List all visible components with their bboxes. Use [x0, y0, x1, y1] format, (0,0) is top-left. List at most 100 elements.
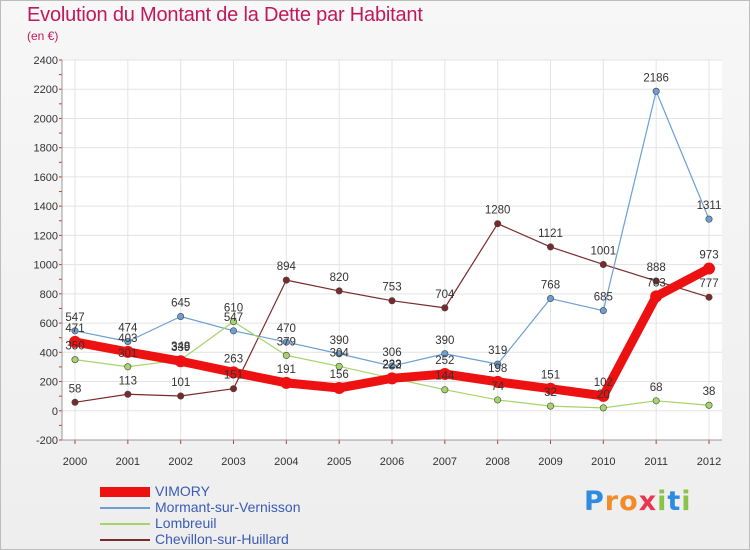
- data-point-lombreuil: [652, 397, 660, 405]
- data-label-mormant-sur-vernisson: 474: [118, 322, 138, 334]
- chart-subtitle: (en €): [27, 29, 59, 43]
- data-point-chevillon-sur-huillard: [71, 398, 79, 406]
- data-label-lombreuil: 610: [224, 303, 243, 315]
- data-point-mormant-sur-vernisson: [230, 327, 238, 335]
- legend-item-lombreuil: Lombreuil: [100, 515, 360, 532]
- x-tick-label: 2009: [538, 456, 562, 468]
- data-point-chevillon-sur-huillard: [546, 243, 554, 251]
- logo-letter: P: [584, 486, 605, 517]
- data-label-mormant-sur-vernisson: 645: [171, 298, 190, 310]
- data-point-vimory: [544, 382, 557, 395]
- y-tick-label: 0: [52, 406, 58, 418]
- y-tick-label: 2400: [34, 55, 58, 67]
- x-tick-label: 2011: [644, 456, 668, 468]
- data-label-vimory: 403: [118, 333, 137, 345]
- data-label-mormant-sur-vernisson: 390: [330, 335, 349, 347]
- data-point-mormant-sur-vernisson: [282, 338, 290, 346]
- logo-letter: o: [619, 486, 639, 517]
- data-label-vimory: 222: [382, 359, 401, 371]
- y-tick-label: 1200: [34, 230, 58, 242]
- data-label-chevillon-sur-huillard: 777: [699, 278, 718, 290]
- data-point-lombreuil: [335, 362, 343, 370]
- chart-legend: VIMORY Mormant-sur-Vernisson Lombreuil Chev…: [100, 483, 360, 548]
- x-tick-label: 2005: [327, 456, 351, 468]
- data-label-lombreuil: 348: [171, 341, 190, 353]
- data-point-lombreuil: [71, 356, 79, 364]
- data-label-lombreuil: 32: [544, 387, 557, 399]
- logo-letter: x: [638, 486, 658, 517]
- logo-letter: t: [667, 486, 682, 517]
- data-label-mormant-sur-vernisson: 390: [435, 335, 454, 347]
- data-label-mormant-sur-vernisson: 2186: [643, 72, 669, 84]
- data-point-lombreuil: [705, 401, 713, 409]
- data-label-chevillon-sur-huillard: 58: [69, 383, 82, 395]
- data-label-vimory: 973: [699, 250, 718, 262]
- y-tick-label: 2200: [34, 84, 58, 96]
- legend-label-vimory: VIMORY: [155, 483, 210, 499]
- y-tick-label: -200: [36, 435, 58, 447]
- y-tick-label: 1800: [34, 143, 58, 155]
- data-label-mormant-sur-vernisson: 547: [65, 312, 84, 324]
- data-label-mormant-sur-vernisson: 1311: [697, 200, 722, 212]
- data-label-mormant-sur-vernisson: 547: [224, 312, 243, 324]
- data-point-chevillon-sur-huillard: [282, 276, 290, 284]
- data-point-vimory: [333, 381, 346, 394]
- x-tick-label: 2012: [697, 456, 721, 468]
- data-point-lombreuil: [124, 363, 132, 371]
- data-point-lombreuil: [282, 351, 290, 359]
- data-point-mormant-sur-vernisson: [599, 307, 607, 315]
- y-tick-label: 1400: [34, 201, 58, 213]
- y-tick-label: 600: [40, 318, 58, 330]
- data-label-chevillon-sur-huillard: 1001: [591, 245, 617, 257]
- data-point-vimory: [121, 345, 134, 358]
- x-tick-label: 2006: [380, 456, 404, 468]
- data-label-chevillon-sur-huillard: 753: [382, 282, 401, 294]
- data-label-chevillon-sur-huillard: 1280: [485, 205, 511, 217]
- data-point-chevillon-sur-huillard: [177, 392, 185, 400]
- legend-label-chevillon-sur-huillard: Chevillon-sur-Huillard: [155, 531, 289, 547]
- data-point-chevillon-sur-huillard: [494, 220, 502, 228]
- data-point-mormant-sur-vernisson: [124, 337, 132, 345]
- data-label-vimory: 102: [594, 377, 613, 389]
- logo-letter: r: [604, 486, 620, 517]
- data-point-lombreuil: [546, 402, 554, 410]
- y-tick-label: 800: [40, 289, 58, 301]
- legend-label-mormant-sur-vernisson: Mormant-sur-Vernisson: [155, 499, 301, 515]
- data-point-chevillon-sur-huillard: [599, 260, 607, 268]
- data-point-mormant-sur-vernisson: [177, 312, 185, 320]
- y-tick-label: 1000: [34, 260, 58, 272]
- data-point-chevillon-sur-huillard: [441, 304, 449, 312]
- data-label-vimory: 156: [330, 369, 349, 381]
- data-point-mormant-sur-vernisson: [388, 362, 396, 370]
- data-point-mormant-sur-vernisson: [71, 327, 79, 335]
- data-label-lombreuil: 223: [382, 359, 401, 371]
- data-label-chevillon-sur-huillard: 151: [224, 370, 243, 382]
- x-tick-label: 2002: [168, 456, 192, 468]
- data-point-lombreuil: [230, 318, 238, 326]
- y-tick-label: 200: [40, 377, 58, 389]
- data-label-chevillon-sur-huillard: 894: [277, 261, 297, 273]
- legend-swatch-lombreuil: [100, 523, 150, 525]
- data-label-vimory: 198: [488, 363, 507, 375]
- data-label-mormant-sur-vernisson: 470: [277, 323, 296, 335]
- data-label-vimory: 339: [171, 342, 190, 354]
- data-point-vimory: [280, 376, 293, 389]
- data-label-chevillon-sur-huillard: 820: [330, 272, 349, 284]
- legend-swatch-mormant-sur-vernisson: [100, 507, 150, 509]
- x-tick-label: 2007: [433, 456, 457, 468]
- data-point-mormant-sur-vernisson: [652, 87, 660, 95]
- data-label-vimory: 263: [224, 353, 243, 365]
- x-tick-label: 2010: [591, 456, 615, 468]
- data-point-chevillon-sur-huillard: [652, 277, 660, 285]
- data-label-mormant-sur-vernisson: 306: [382, 347, 401, 359]
- y-tick-label: 2000: [34, 113, 58, 125]
- data-point-chevillon-sur-huillard: [230, 385, 238, 393]
- legend-swatch-vimory: [100, 487, 150, 497]
- data-point-vimory: [174, 355, 187, 368]
- data-label-mormant-sur-vernisson: 685: [594, 292, 613, 304]
- data-label-lombreuil: 74: [491, 381, 504, 393]
- data-label-lombreuil: 38: [703, 386, 716, 398]
- data-label-lombreuil: 379: [277, 336, 296, 348]
- data-point-lombreuil: [494, 396, 502, 404]
